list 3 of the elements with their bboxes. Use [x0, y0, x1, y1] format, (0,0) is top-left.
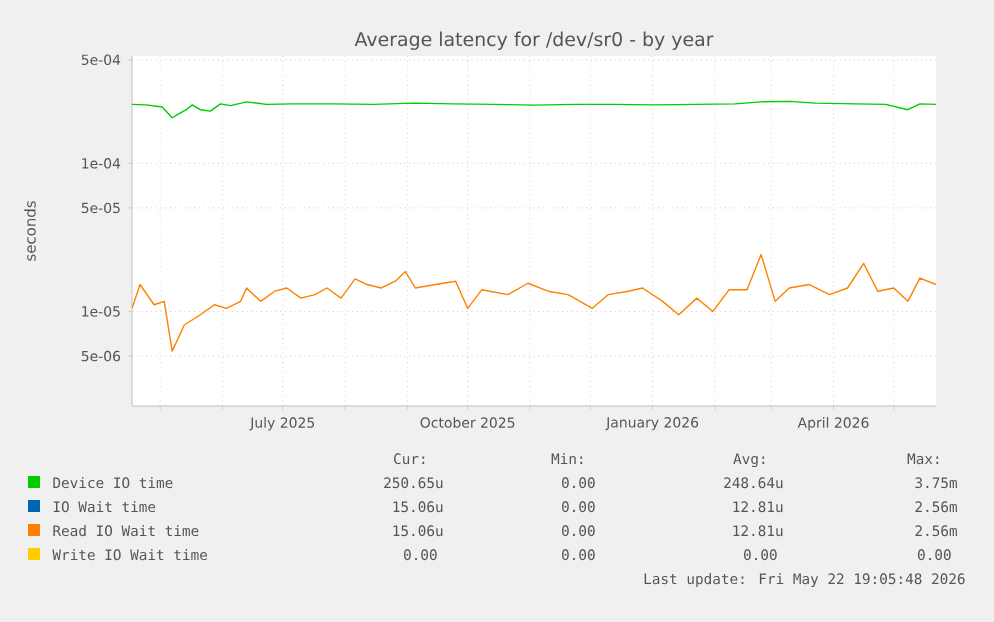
chart-title: Average latency for /dev/sr0 - by year	[354, 31, 714, 50]
line-series	[132, 253, 937, 352]
line-series	[132, 100, 937, 119]
